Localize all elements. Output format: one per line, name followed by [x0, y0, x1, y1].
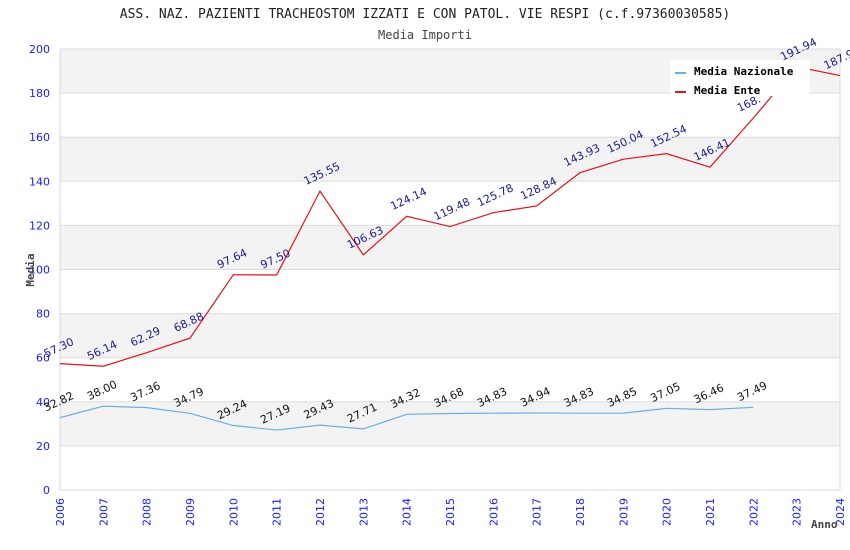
- y-tick-label: 20: [36, 440, 50, 453]
- x-tick-label: 2020: [661, 498, 674, 526]
- y-axis-ticks: 0 20 40 60 80 100 120 140 160 180 200: [29, 43, 50, 497]
- plot-band: [60, 445, 840, 490]
- chart-subtitle: Media Importi: [378, 28, 472, 42]
- x-tick-label: 2010: [227, 498, 240, 526]
- x-tick-label: 2007: [97, 498, 110, 526]
- plot-band: [60, 313, 840, 358]
- plot-band: [60, 137, 840, 182]
- plot-band: [60, 93, 840, 138]
- x-tick-label: 2008: [141, 498, 154, 526]
- x-tick-label: 2009: [184, 498, 197, 526]
- plot-band: [60, 357, 840, 402]
- legend-label-media-nazionale: Media Nazionale: [694, 65, 794, 78]
- chart-title: ASS. NAZ. PAZIENTI TRACHEOSTOM IZZATI E …: [120, 7, 730, 22]
- y-tick-label: 200: [29, 43, 50, 56]
- legend-label-media-ente: Media Ente: [694, 84, 761, 97]
- plot-band: [60, 225, 840, 270]
- x-tick-label: 2006: [54, 498, 67, 526]
- x-tick-label: 2022: [747, 498, 760, 526]
- y-tick-label: 100: [29, 264, 50, 277]
- y-tick-label: 0: [43, 484, 50, 497]
- series-lines: [59, 66, 841, 431]
- plot-band: [60, 269, 840, 314]
- x-tick-label: 2023: [791, 498, 804, 526]
- y-tick-label: 40: [36, 396, 50, 409]
- legend-box: [670, 60, 810, 96]
- grid-lines: [59, 48, 841, 491]
- y-tick-label: 160: [29, 131, 50, 144]
- y-tick-label: 80: [36, 308, 50, 321]
- x-tick-label: 2011: [271, 498, 284, 526]
- data-label: 187.97: [822, 44, 850, 72]
- x-tick-label: 2015: [444, 498, 457, 526]
- x-tick-label: 2017: [531, 498, 544, 526]
- y-axis-label: Media: [24, 253, 37, 286]
- y-tick-label: 180: [29, 87, 50, 100]
- x-axis-label: Anno: [811, 518, 838, 531]
- x-tick-label: 2014: [401, 498, 414, 526]
- plot-band: [60, 181, 840, 226]
- legend: Media Nazionale Media Ente: [670, 60, 810, 97]
- x-tick-label: 2024: [834, 498, 847, 526]
- x-tick-label: 2016: [487, 498, 500, 526]
- x-tick-label: 2019: [617, 498, 630, 526]
- x-tick-label: 2012: [314, 498, 327, 526]
- y-tick-label: 120: [29, 219, 50, 232]
- y-tick-label: 60: [36, 352, 50, 365]
- y-tick-label: 140: [29, 175, 50, 188]
- series-line-media-nazionale: [59, 405, 754, 431]
- x-tick-label: 2018: [574, 498, 587, 526]
- x-tick-label: 2021: [704, 498, 717, 526]
- x-tick-label: 2013: [357, 498, 370, 526]
- series-line-media-ente: [59, 66, 841, 367]
- x-axis-ticks: 2006 2007 2008 2009 2010 2011 2012 2013 2014 2015…: [54, 498, 847, 526]
